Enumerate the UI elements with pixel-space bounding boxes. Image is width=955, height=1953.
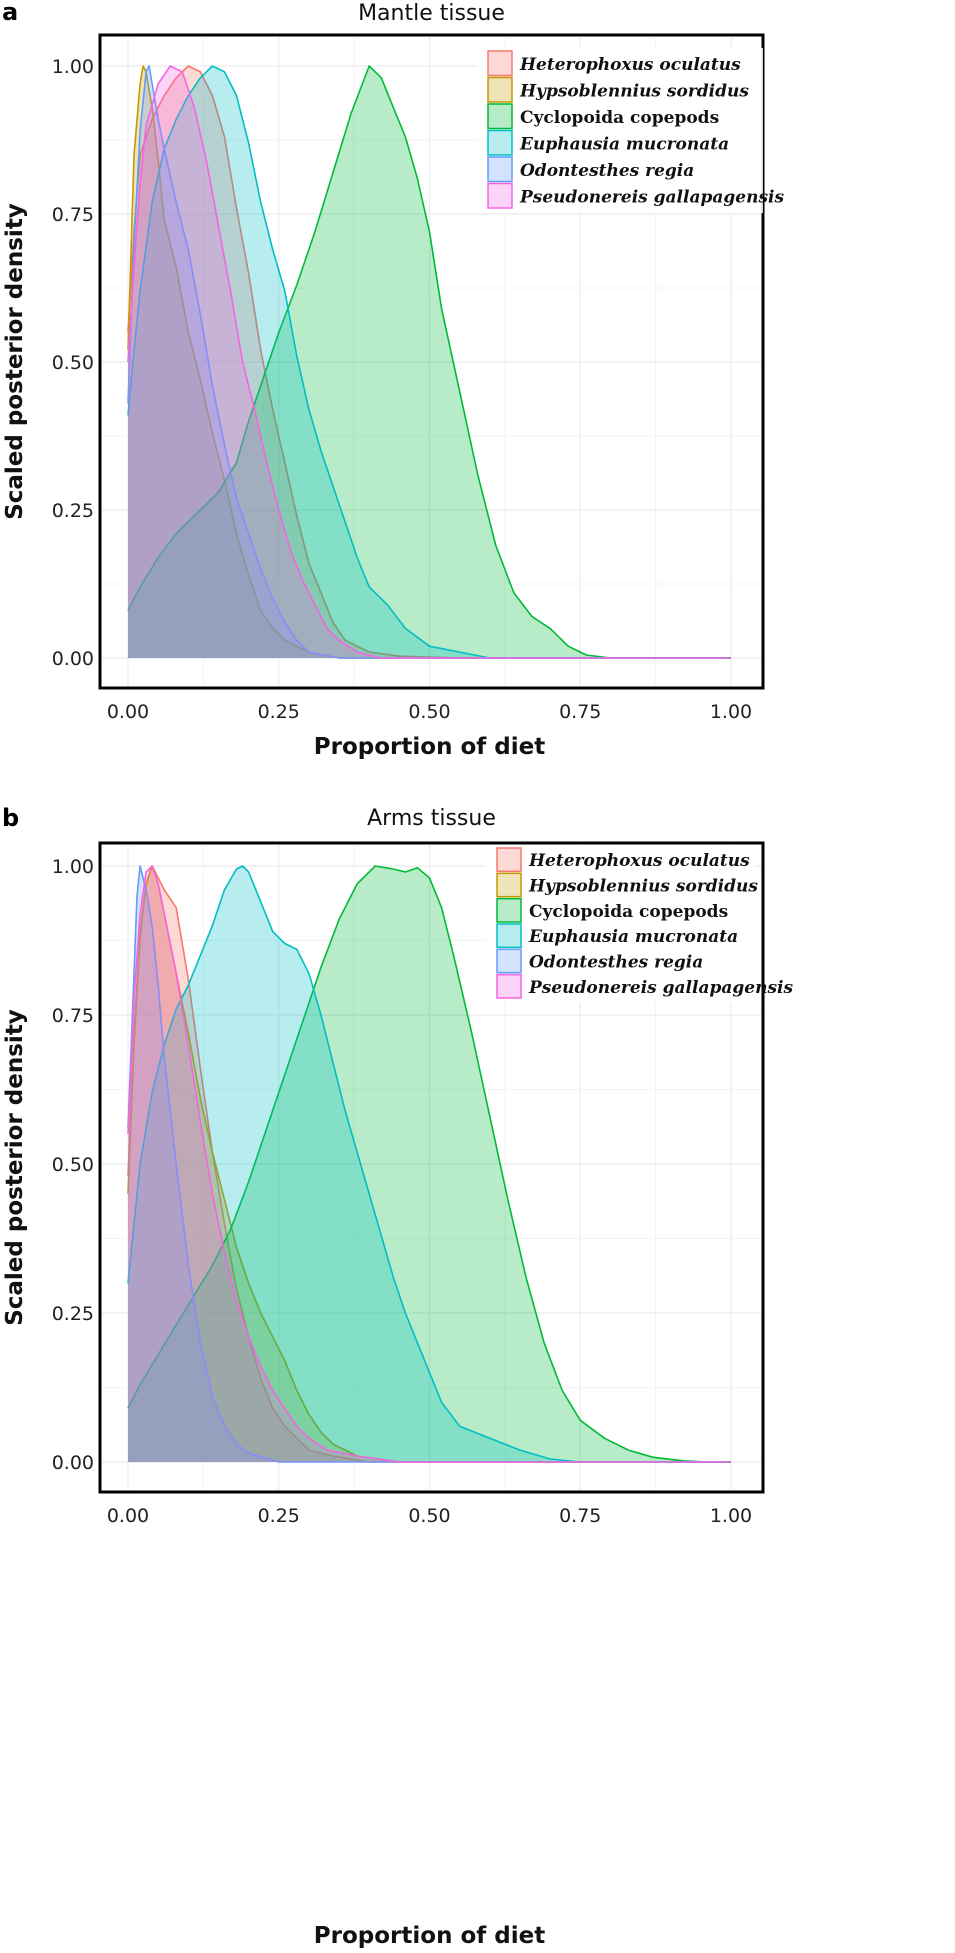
legend-key [487,50,513,77]
density-area [128,866,731,1462]
density-line [127,65,731,659]
legend-key [496,897,522,923]
density-line [127,865,731,1463]
legend: Heterophoxus oculatus Hypsoblennius sordi… [486,845,793,1003]
density-line [127,865,731,1463]
density-line [127,65,731,659]
density-area [128,66,731,658]
chart-panel-b: b Arms tissue 0.00 0.25 0.50 0.75 1.00 0.00 0.25… [2,804,793,1949]
y-tick-label: 0.25 [52,1303,94,1325]
y-tick-label: 0.25 [52,500,94,522]
density-area [128,866,731,1462]
density-area [128,866,731,1462]
y-tick-label: 0.50 [52,352,94,374]
density-line [127,865,731,1463]
y-axis-title: Scaled posterior density [2,1009,28,1326]
x-tick-label: 0.50 [408,1505,450,1527]
legend-key [487,182,513,209]
chart-title: Arms tissue [367,806,496,831]
legend-key [487,129,513,156]
legend-label: Pseudonereis gallapagensis [519,188,784,208]
density-area [128,866,731,1462]
legend-label: Pseudonereis gallapagensis [528,978,793,998]
legend-label: Heterophoxus oculatus [528,851,750,871]
legend-label: Odontesthes regia [529,953,703,973]
legend-key [496,948,522,974]
x-tick-label: 0.50 [408,701,450,723]
y-tick-label: 0.75 [52,1005,94,1027]
legend-background [477,48,763,213]
plot-frame [98,33,765,690]
x-tick-label: 0.75 [559,701,601,723]
x-tick-label: 0.00 [107,701,149,723]
density-line [127,65,731,659]
y-tick-label: 0.75 [52,204,94,226]
y-tick-label: 1.00 [52,856,94,878]
legend-key [496,923,522,949]
x-tick-label: 0.25 [258,1505,300,1527]
density-area [128,66,731,658]
legend: Heterophoxus oculatus Hypsoblennius sordi… [477,48,784,213]
x-axis-title: Proportion of diet [314,734,545,760]
legend-label: Cyclopoida copepods [520,108,719,128]
y-tick-label: 0.00 [52,648,94,670]
density-line [127,65,731,659]
legend-key [487,76,513,103]
x-tick-label: 0.25 [258,701,300,723]
density-areas [127,865,731,1463]
legend-key [487,103,513,130]
density-line [127,865,731,1463]
legend-label: Hypsoblennius sordidus [528,877,758,897]
legend-label: Heterophoxus oculatus [519,55,741,75]
y-axis-title: Scaled posterior density [2,203,28,520]
plot-frame [98,841,765,1494]
density-area [128,866,731,1462]
legend-key [496,847,522,873]
legend-label: Odontesthes regia [520,161,694,181]
legend-key [487,156,513,183]
y-tick-label: 1.00 [52,56,94,78]
panel-label: a [2,0,18,26]
legend-label: Cyclopoida copepods [529,902,728,922]
density-line [127,65,731,659]
x-tick-label: 1.00 [710,701,752,723]
legend-background [486,845,756,1003]
legend-key [496,872,522,898]
x-tick-label: 0.00 [107,1505,149,1527]
legend-key [496,973,522,999]
chart-title: Mantle tissue [358,1,505,26]
density-line [127,865,731,1463]
panel-label: b [2,804,19,832]
y-tick-label: 0.50 [52,1154,94,1176]
legend-label: Euphausia mucronata [528,927,738,947]
density-area [128,866,731,1462]
x-axis-title: Proportion of diet [314,1923,545,1949]
legend-label: Hypsoblennius sordidus [519,82,749,102]
density-line [127,65,731,659]
y-tick-label: 0.00 [52,1452,94,1474]
chart-panel-a: a Mantle tissue 0.00 0.25 0.50 0.75 1.00 0.00 0.… [2,0,784,760]
legend-label: Euphausia mucronata [519,135,729,155]
x-tick-label: 1.00 [710,1505,752,1527]
x-tick-label: 0.75 [559,1505,601,1527]
density-areas [127,65,731,659]
